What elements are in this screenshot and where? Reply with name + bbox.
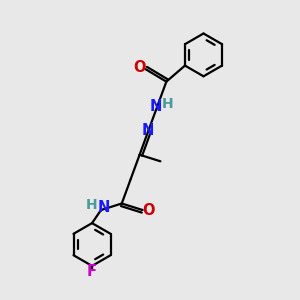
Text: H: H	[162, 97, 174, 111]
Text: O: O	[142, 203, 155, 218]
Text: F: F	[87, 264, 97, 279]
Text: N: N	[150, 98, 162, 113]
Text: N: N	[141, 123, 154, 138]
Text: O: O	[133, 60, 146, 75]
Text: N: N	[98, 200, 110, 215]
Text: H: H	[86, 198, 98, 212]
